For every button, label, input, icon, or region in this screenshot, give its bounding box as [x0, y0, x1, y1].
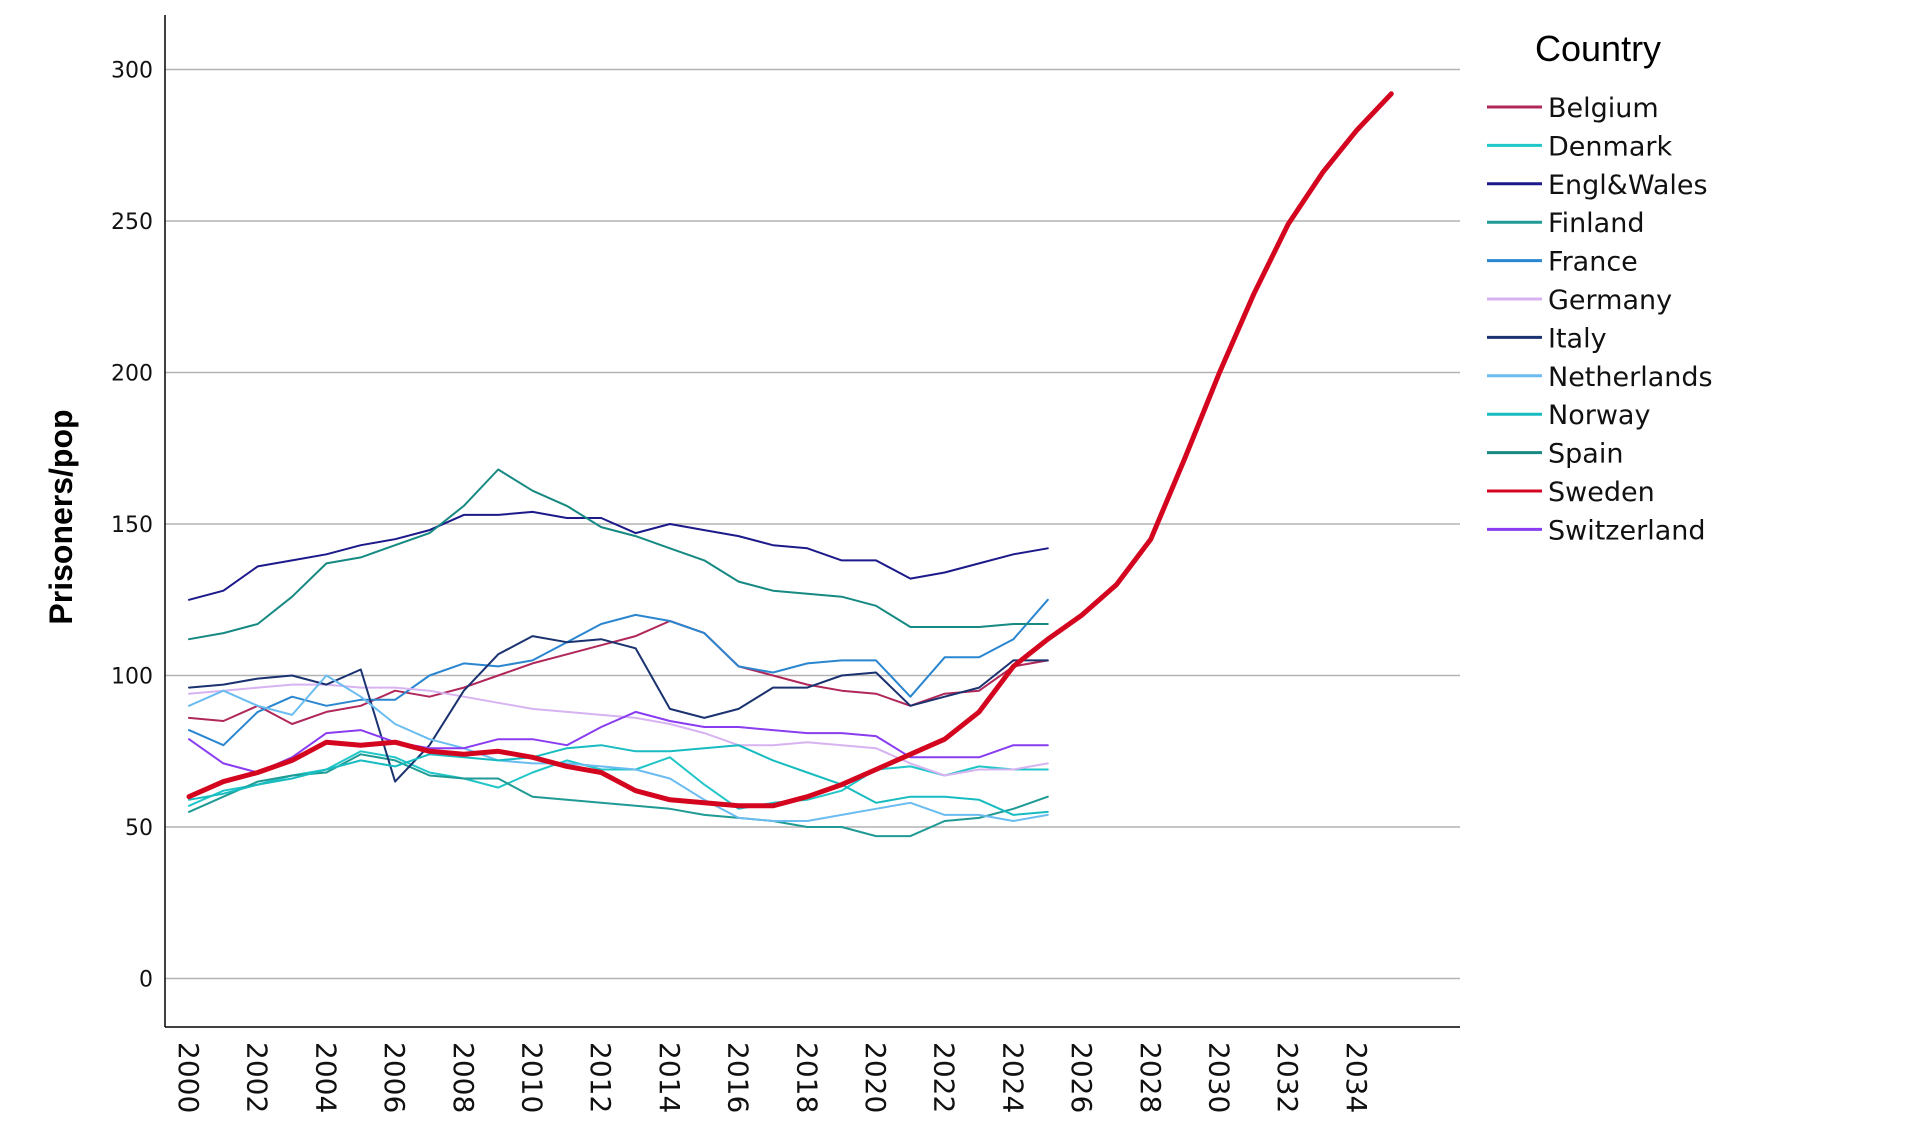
x-tick-label: 2022	[928, 1042, 961, 1113]
x-tick-label: 2008	[447, 1042, 480, 1113]
y-tick-label: 50	[125, 816, 153, 841]
series-line-france	[188, 598, 1049, 747]
y-tick-label: 250	[111, 210, 153, 235]
series-line-switzerland	[188, 710, 1049, 774]
x-tick-label: 2006	[378, 1042, 411, 1113]
legend: Country Belgium Denmark Engl&Wales Finland F…	[1487, 28, 1713, 546]
legend-label: Spain	[1548, 439, 1623, 470]
series-line-spain	[188, 468, 1049, 641]
gridlines	[165, 68, 1460, 980]
series-line-engl-wales	[188, 510, 1049, 601]
y-tick-label: 300	[111, 59, 153, 84]
axes	[164, 15, 1460, 1028]
legend-title: Country	[1535, 28, 1661, 69]
legend-label: Engl&Wales	[1548, 170, 1708, 201]
x-tick-label: 2016	[722, 1042, 755, 1113]
series-line-belgium	[188, 620, 1049, 725]
series-line-italy	[188, 635, 1049, 783]
y-tick-labels: 0 50 100 150 200 250 300	[111, 59, 153, 993]
x-tick-label: 2024	[996, 1042, 1029, 1113]
legend-label: Switzerland	[1548, 515, 1706, 546]
legend-label: Finland	[1548, 208, 1644, 239]
series-line-germany	[188, 683, 1049, 777]
x-tick-label: 2018	[790, 1042, 823, 1113]
legend-label: Norway	[1548, 400, 1650, 431]
x-tick-label: 2020	[859, 1042, 892, 1113]
series-line-finland	[188, 753, 1049, 838]
legend-label: Germany	[1548, 285, 1672, 316]
x-tick-label: 2004	[309, 1042, 342, 1113]
legend-label: Italy	[1548, 323, 1607, 354]
legend-label: Netherlands	[1548, 362, 1713, 393]
y-tick-label: 0	[139, 968, 153, 993]
x-tick-label: 2032	[1271, 1042, 1304, 1113]
x-tick-label: 2030	[1203, 1042, 1236, 1113]
series-line-netherlands	[188, 674, 1049, 822]
y-tick-label: 150	[111, 513, 153, 538]
x-tick-label: 2010	[516, 1042, 549, 1113]
y-axis-label: Prisoners/pop	[43, 409, 79, 624]
series-line-denmark	[188, 750, 1049, 810]
y-tick-label: 100	[111, 665, 153, 690]
series-line-sweden	[186, 91, 1394, 809]
series-line-norway	[188, 744, 1049, 816]
x-tick-label: 2034	[1340, 1042, 1373, 1113]
x-tick-label: 2002	[241, 1042, 274, 1113]
x-tick-label: 2014	[653, 1042, 686, 1113]
legend-label: France	[1548, 247, 1638, 278]
x-tick-label: 2012	[584, 1042, 617, 1113]
x-tick-labels: 2000 2002 2004 2006 2008 2010 2012 2014 2016 2018…	[172, 1042, 1373, 1113]
x-tick-label: 2000	[172, 1042, 205, 1113]
legend-label: Sweden	[1548, 477, 1655, 508]
x-tick-label: 2026	[1065, 1042, 1098, 1113]
legend-label: Belgium	[1548, 93, 1659, 124]
x-tick-label: 2028	[1134, 1042, 1167, 1113]
y-tick-label: 200	[111, 362, 153, 387]
series-lines	[186, 91, 1394, 838]
legend-label: Denmark	[1548, 131, 1672, 162]
